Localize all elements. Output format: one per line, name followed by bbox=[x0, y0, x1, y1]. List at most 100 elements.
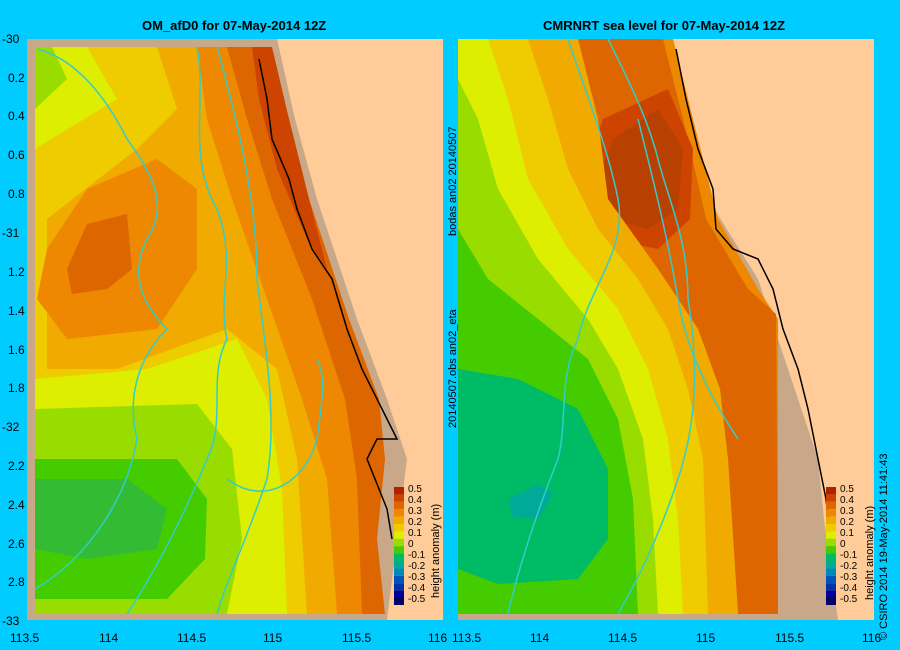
y-tick: -32 bbox=[2, 420, 20, 434]
isobath-4 bbox=[226, 358, 324, 492]
cbar-level: 0.5 bbox=[840, 484, 854, 495]
cbar-seg bbox=[394, 561, 404, 569]
cbar-seg bbox=[826, 538, 836, 547]
coastline bbox=[258, 58, 399, 540]
left-map bbox=[27, 39, 443, 620]
y-tick: 0.8 bbox=[8, 187, 25, 201]
cbar-level: -0.4 bbox=[840, 583, 858, 594]
right-panel-title: CMRNRT sea level for 07-May-2014 12Z bbox=[543, 18, 786, 33]
cbar-seg bbox=[826, 509, 836, 517]
cbar-seg bbox=[826, 575, 836, 584]
left-cbar-title: height anomaly (m) bbox=[430, 503, 442, 598]
field-teal bbox=[458, 369, 608, 584]
y-tick: -31 bbox=[2, 226, 20, 240]
right-cbar-title: height anomaly (m) bbox=[864, 505, 876, 600]
y-tick: 1.4 bbox=[8, 304, 25, 318]
isobath-3 bbox=[216, 46, 272, 615]
isobath-1 bbox=[607, 39, 696, 615]
cbar-seg bbox=[826, 546, 836, 554]
x-tick: 116 bbox=[428, 631, 448, 645]
cbar-level: -0.5 bbox=[840, 594, 858, 605]
cbar-seg bbox=[394, 590, 404, 598]
cbar-seg bbox=[826, 494, 836, 502]
field-coastal-max bbox=[252, 47, 327, 269]
y-tick: 1.8 bbox=[8, 381, 25, 395]
cbar-seg bbox=[826, 583, 836, 591]
y-tick: 1.2 bbox=[8, 265, 25, 279]
x-tick: 115 bbox=[263, 631, 283, 645]
isobath-2 bbox=[126, 46, 228, 615]
isobath-3 bbox=[637, 118, 739, 440]
cbar-level: 0.4 bbox=[840, 495, 854, 506]
y-tick: 0.4 bbox=[8, 109, 25, 123]
cbar-seg bbox=[394, 516, 404, 524]
x-tick: 115 bbox=[696, 631, 716, 645]
cbar-seg bbox=[394, 538, 404, 547]
cbar-seg bbox=[394, 531, 404, 539]
cbar-level: -0.1 bbox=[408, 550, 426, 561]
y-tick: 2.4 bbox=[8, 498, 25, 512]
cbar-seg bbox=[826, 568, 836, 576]
cbar-level: 0 bbox=[408, 539, 414, 550]
cbar-level: 0.5 bbox=[408, 484, 422, 495]
x-tick: 113.5 bbox=[452, 631, 482, 645]
cbar-level: -0.5 bbox=[408, 594, 426, 605]
x-tick: 115.5 bbox=[775, 631, 805, 645]
cbar-level: -0.2 bbox=[408, 561, 426, 572]
left-colorbar bbox=[394, 487, 404, 605]
cbar-seg bbox=[394, 494, 404, 502]
cbar-level: -0.3 bbox=[840, 572, 858, 583]
cbar-seg bbox=[826, 590, 836, 598]
cbar-level: 0 bbox=[840, 539, 846, 550]
cbar-seg bbox=[394, 487, 404, 495]
x-tick: 114.5 bbox=[608, 631, 638, 645]
y-tick: 2.6 bbox=[8, 537, 25, 551]
cbar-seg bbox=[826, 531, 836, 539]
cbar-seg bbox=[394, 501, 404, 510]
cbar-seg bbox=[826, 501, 836, 510]
cbar-seg bbox=[394, 598, 404, 605]
x-tick: 114 bbox=[530, 631, 550, 645]
left-panel-title: OM_afD0 for 07-May-2014 12Z bbox=[142, 18, 327, 33]
y-tick: -33 bbox=[2, 614, 20, 628]
cbar-level: 0.1 bbox=[840, 528, 854, 539]
x-tick: 114.5 bbox=[177, 631, 207, 645]
cbar-seg bbox=[826, 516, 836, 524]
cbar-seg bbox=[394, 583, 404, 591]
y-tick: 1.6 bbox=[8, 343, 25, 357]
cbar-level: 0.3 bbox=[408, 506, 422, 517]
field-high-core bbox=[598, 109, 683, 229]
x-tick: 113.5 bbox=[10, 631, 40, 645]
right-colorbar bbox=[826, 487, 836, 605]
cbar-seg bbox=[394, 509, 404, 517]
cbar-level: -0.1 bbox=[840, 550, 858, 561]
cbar-seg bbox=[826, 524, 836, 532]
x-tick: 114 bbox=[99, 631, 119, 645]
y-tick: 0.6 bbox=[8, 148, 25, 162]
copyright-label: © CSIRO 2014 19-May-2014 11:41:43 bbox=[878, 453, 890, 640]
cbar-level: 0.2 bbox=[408, 517, 422, 528]
cbar-seg bbox=[826, 561, 836, 569]
cbar-seg bbox=[394, 546, 404, 554]
cbar-seg bbox=[394, 524, 404, 532]
cbar-seg bbox=[394, 553, 404, 561]
cbar-level: -0.2 bbox=[840, 561, 858, 572]
isobath-1 bbox=[34, 48, 169, 590]
cbar-seg bbox=[394, 575, 404, 584]
right-map bbox=[458, 39, 874, 620]
cbar-level: -0.3 bbox=[408, 572, 426, 583]
cbar-level: 0.4 bbox=[408, 495, 422, 506]
cbar-level: 0.2 bbox=[840, 517, 854, 528]
isobath-2 bbox=[507, 39, 621, 615]
cbar-level: 0.1 bbox=[408, 528, 422, 539]
y-tick: 2.8 bbox=[8, 575, 25, 589]
field-high-core bbox=[67, 214, 132, 294]
field-teal-core bbox=[508, 484, 553, 519]
y-tick: 0.2 bbox=[8, 71, 25, 85]
cbar-seg bbox=[826, 598, 836, 605]
cbar-seg bbox=[826, 553, 836, 561]
y-tick: 2.2 bbox=[8, 459, 25, 473]
cbar-level: 0.3 bbox=[840, 506, 854, 517]
cbar-seg bbox=[394, 568, 404, 576]
coastline bbox=[675, 48, 834, 560]
